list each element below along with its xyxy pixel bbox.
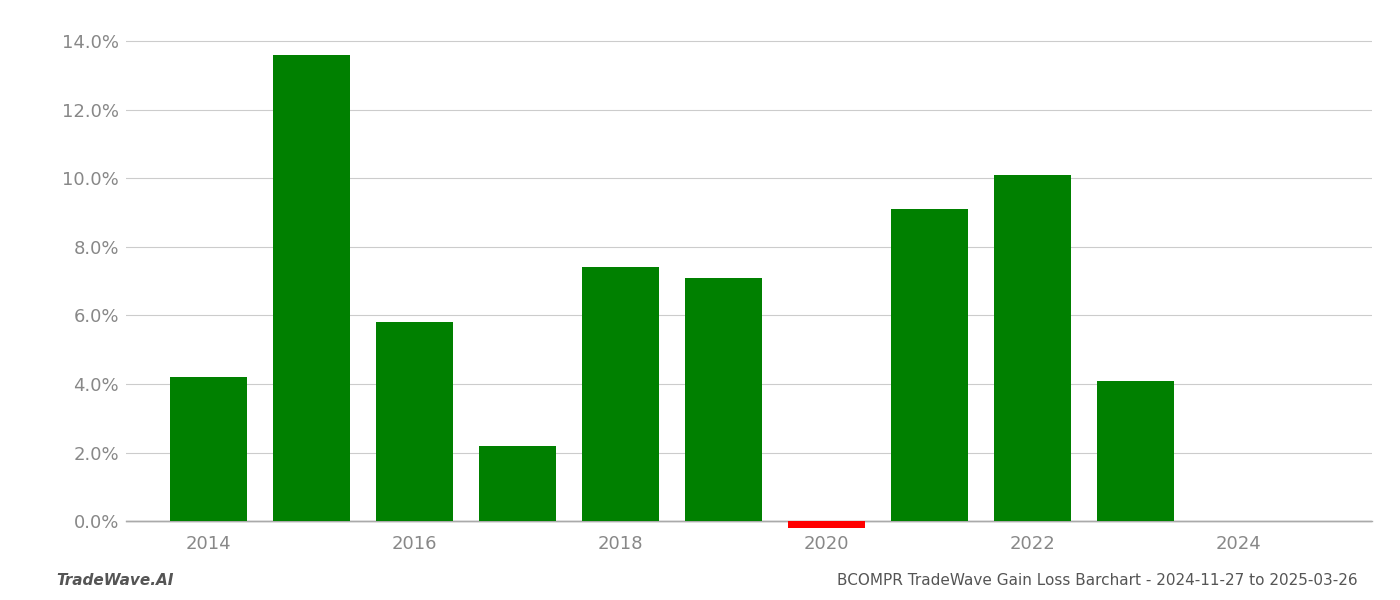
Bar <box>581 268 659 521</box>
Bar <box>479 446 556 521</box>
Bar <box>169 377 246 521</box>
Bar <box>994 175 1071 521</box>
Text: BCOMPR TradeWave Gain Loss Barchart - 2024-11-27 to 2025-03-26: BCOMPR TradeWave Gain Loss Barchart - 20… <box>837 573 1358 588</box>
Bar <box>375 322 454 521</box>
Bar <box>1096 380 1173 521</box>
Bar <box>788 521 865 538</box>
Bar <box>890 209 967 521</box>
Bar <box>273 55 350 521</box>
Text: TradeWave.AI: TradeWave.AI <box>56 573 174 588</box>
Bar <box>685 278 762 521</box>
